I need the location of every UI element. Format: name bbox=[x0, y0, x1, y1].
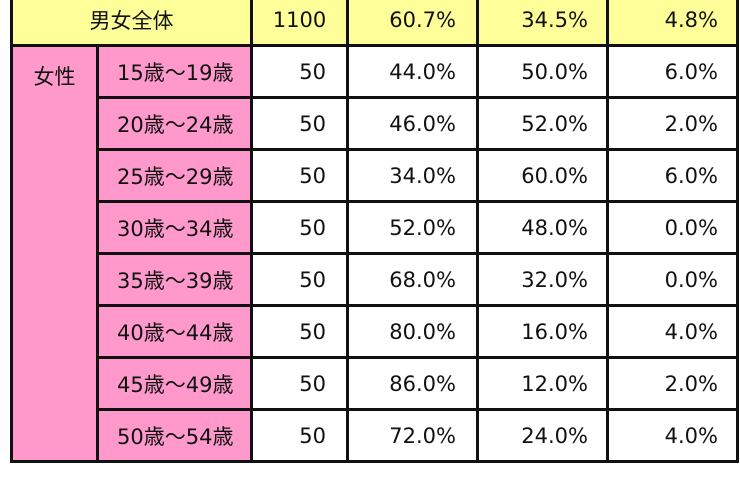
table-row-total: 男女全体 1100 60.7% 34.5% 4.8% bbox=[10, 0, 739, 47]
total-label-cell: 男女全体 bbox=[10, 0, 253, 47]
age-group-cell: 35歳〜39歳 bbox=[96, 252, 253, 307]
respondent-count-cell: 50 bbox=[250, 252, 349, 307]
percent-3-cell: 2.0% bbox=[606, 356, 739, 411]
percent-3-cell: 2.0% bbox=[606, 96, 739, 151]
table-row: 50歳〜54歳 50 72.0% 24.0% 4.0% bbox=[12, 408, 739, 463]
percent-2-cell: 48.0% bbox=[476, 200, 609, 255]
age-group-cell: 50歳〜54歳 bbox=[96, 408, 253, 463]
table-row: 25歳〜29歳 50 34.0% 60.0% 6.0% bbox=[12, 148, 739, 203]
respondent-count-cell: 50 bbox=[250, 200, 349, 255]
age-group-cell: 25歳〜29歳 bbox=[96, 148, 253, 203]
percent-3-cell: 4.0% bbox=[606, 408, 739, 463]
percent-3-cell: 6.0% bbox=[606, 148, 739, 203]
percent-1-cell: 80.0% bbox=[346, 304, 479, 359]
female-group-label: 女性 bbox=[10, 44, 99, 463]
respondent-count-cell: 50 bbox=[250, 148, 349, 203]
age-group-cell: 45歳〜49歳 bbox=[96, 356, 253, 411]
percent-1-cell: 72.0% bbox=[346, 408, 479, 463]
percent-3-cell: 0.0% bbox=[606, 200, 739, 255]
respondent-count-cell: 50 bbox=[250, 408, 349, 463]
respondent-count-cell: 50 bbox=[250, 304, 349, 359]
age-group-cell: 20歳〜24歳 bbox=[96, 96, 253, 151]
respondent-count-cell: 50 bbox=[250, 356, 349, 411]
table-row: 女性 15歳〜19歳 50 44.0% 50.0% 6.0% bbox=[10, 44, 739, 463]
percent-2-cell: 24.0% bbox=[476, 408, 609, 463]
percent-1-cell: 34.0% bbox=[346, 148, 479, 203]
respondent-count-cell: 50 bbox=[250, 96, 349, 151]
percent-1-cell: 44.0% bbox=[346, 44, 479, 99]
total-percent-2-cell: 34.5% bbox=[476, 0, 609, 47]
percent-1-cell: 68.0% bbox=[346, 252, 479, 307]
percent-1-cell: 86.0% bbox=[346, 356, 479, 411]
percent-3-cell: 4.0% bbox=[606, 304, 739, 359]
percent-1-cell: 52.0% bbox=[346, 200, 479, 255]
percent-2-cell: 32.0% bbox=[476, 252, 609, 307]
table-row: 45歳〜49歳 50 86.0% 12.0% 2.0% bbox=[12, 356, 739, 411]
total-percent-1-cell: 60.7% bbox=[346, 0, 479, 47]
percent-2-cell: 60.0% bbox=[476, 148, 609, 203]
total-percent-3-cell: 4.8% bbox=[606, 0, 739, 47]
percent-2-cell: 52.0% bbox=[476, 96, 609, 151]
survey-results-table: 男女全体 1100 60.7% 34.5% 4.8% 女性 15歳〜19歳 50… bbox=[10, 0, 739, 463]
total-n-cell: 1100 bbox=[250, 0, 349, 47]
age-group-cell: 15歳〜19歳 bbox=[96, 44, 253, 99]
percent-3-cell: 0.0% bbox=[606, 252, 739, 307]
table-row: 30歳〜34歳 50 52.0% 48.0% 0.0% bbox=[12, 200, 739, 255]
percent-1-cell: 46.0% bbox=[346, 96, 479, 151]
age-group-cell: 40歳〜44歳 bbox=[96, 304, 253, 359]
table-row: 35歳〜39歳 50 68.0% 32.0% 0.0% bbox=[12, 252, 739, 307]
age-group-cell: 30歳〜34歳 bbox=[96, 200, 253, 255]
respondent-count-cell: 50 bbox=[250, 44, 349, 99]
percent-3-cell: 6.0% bbox=[606, 44, 739, 99]
percent-2-cell: 12.0% bbox=[476, 356, 609, 411]
percent-2-cell: 50.0% bbox=[476, 44, 609, 99]
table-row: 40歳〜44歳 50 80.0% 16.0% 4.0% bbox=[12, 304, 739, 359]
table-row: 20歳〜24歳 50 46.0% 52.0% 2.0% bbox=[12, 96, 739, 151]
percent-2-cell: 16.0% bbox=[476, 304, 609, 359]
